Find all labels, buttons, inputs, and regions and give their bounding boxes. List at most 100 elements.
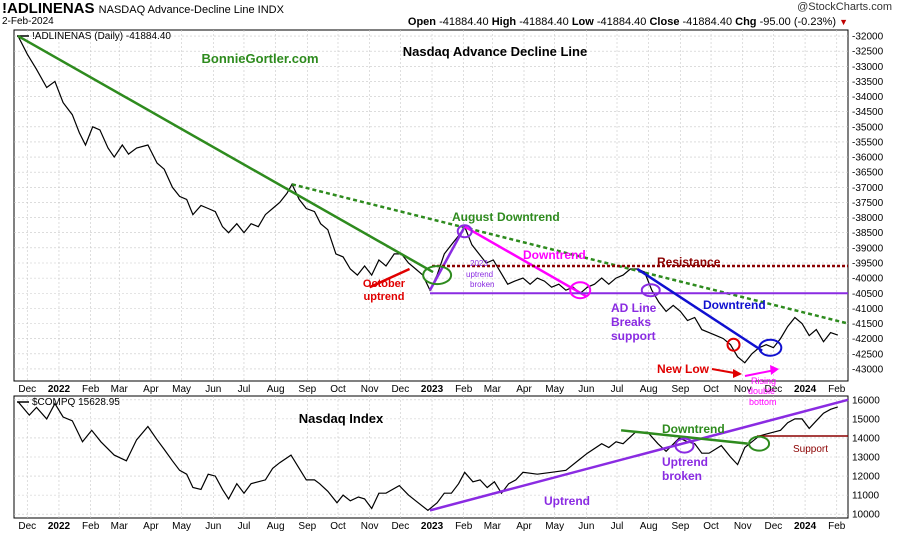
y-tick-label: -36000 bbox=[852, 153, 884, 164]
x-tick-label: Jul bbox=[238, 521, 251, 532]
y-tick-label: 15000 bbox=[852, 414, 880, 425]
circle-red bbox=[726, 337, 741, 352]
x-tick-label: May bbox=[545, 384, 564, 395]
close-label: Close bbox=[649, 16, 680, 28]
x-tick-label: May bbox=[545, 521, 564, 532]
x-tick-label: Oct bbox=[330, 384, 346, 395]
x-tick-label: Sep bbox=[671, 384, 689, 395]
x-tick-label: Jul bbox=[611, 521, 624, 532]
y-tick-label: 12000 bbox=[852, 472, 880, 483]
annotation-label: New Low bbox=[657, 362, 710, 376]
arrow-magenta bbox=[744, 369, 776, 377]
y-tick-label: -32500 bbox=[852, 47, 884, 58]
annotation-label: Resistance bbox=[657, 255, 721, 269]
y-tick-label: -36500 bbox=[852, 168, 884, 179]
y-tick-label: 13000 bbox=[852, 453, 880, 464]
x-tick-label: Apr bbox=[516, 384, 532, 395]
x-tick-label: Sep bbox=[671, 521, 689, 532]
annotation-label: August bbox=[452, 210, 493, 224]
series-legend: !ADLINENAS (Daily) -41884.40 bbox=[32, 31, 171, 42]
high-value: -41884.40 bbox=[519, 16, 569, 28]
x-tick-label: Aug bbox=[267, 384, 285, 395]
x-tick-label: Nov bbox=[734, 521, 752, 532]
y-tick-label: -43000 bbox=[852, 364, 884, 375]
annotation-label: Rising bbox=[751, 376, 776, 386]
circle-purple bbox=[674, 437, 695, 454]
x-tick-label: Apr bbox=[143, 521, 159, 532]
y-tick-label: -33000 bbox=[852, 62, 884, 73]
y-tick-label: 11000 bbox=[852, 491, 880, 502]
x-tick-label: 2022 bbox=[48, 521, 71, 532]
x-tick-label: 2023 bbox=[421, 521, 444, 532]
trendline-green bbox=[620, 429, 748, 445]
annotation-label: 2023 bbox=[470, 259, 488, 268]
x-tick-label: Sep bbox=[298, 384, 316, 395]
annotation-label: Support bbox=[793, 444, 828, 455]
x-tick-label: Jun bbox=[578, 521, 594, 532]
y-tick-label: 14000 bbox=[852, 433, 880, 444]
trendline-blue bbox=[636, 267, 763, 352]
annotation-label: uptrend bbox=[466, 270, 493, 279]
y-tick-label: -41000 bbox=[852, 304, 884, 315]
y-tick-label: -42500 bbox=[852, 349, 884, 360]
y-tick-label: -33500 bbox=[852, 77, 884, 88]
y-tick-label: -35000 bbox=[852, 122, 884, 133]
chg-value: -95.00 (-0.23%) bbox=[759, 16, 837, 28]
x-tick-label: Apr bbox=[516, 521, 532, 532]
trendline-purple bbox=[428, 226, 466, 291]
annotation-label: Downtrend bbox=[523, 248, 586, 262]
low-value: -41884.40 bbox=[596, 16, 647, 28]
x-tick-label: Dec bbox=[18, 384, 36, 395]
x-tick-label: Aug bbox=[640, 521, 658, 532]
y-tick-label: -35500 bbox=[852, 137, 884, 148]
annotation-label: October bbox=[363, 278, 406, 290]
x-tick-label: Oct bbox=[703, 384, 719, 395]
x-tick-label: Feb bbox=[455, 384, 473, 395]
trendline-green-dotted bbox=[291, 183, 849, 325]
y-tick-label: -34000 bbox=[852, 92, 884, 103]
x-tick-label: Aug bbox=[640, 384, 658, 395]
annotation-label: broken bbox=[662, 469, 702, 483]
y-tick-label: 10000 bbox=[852, 510, 880, 521]
trendline-purple bbox=[429, 398, 849, 512]
annotation-label: broken bbox=[470, 280, 494, 289]
x-tick-label: Nov bbox=[361, 384, 379, 395]
arrowhead-red bbox=[733, 369, 742, 378]
x-tick-label: Jul bbox=[611, 384, 624, 395]
annotation-label: Downtrend bbox=[662, 422, 725, 436]
y-tick-label: -42000 bbox=[852, 334, 884, 345]
y-tick-label: -40500 bbox=[852, 289, 884, 300]
open-label: Open bbox=[407, 16, 437, 28]
y-tick-label: -38000 bbox=[852, 213, 884, 224]
x-tick-label: Mar bbox=[484, 384, 502, 395]
y-tick-label: -32000 bbox=[852, 32, 884, 43]
x-tick-label: Nov bbox=[734, 384, 752, 395]
x-tick-label: Mar bbox=[484, 521, 502, 532]
x-tick-label: Mar bbox=[111, 521, 129, 532]
chart-date: 2-Feb-2024 bbox=[2, 16, 54, 27]
annotation-label: Downtrend bbox=[703, 298, 766, 312]
circle-magenta bbox=[569, 281, 592, 300]
x-tick-label: Dec bbox=[764, 384, 782, 395]
series-line bbox=[17, 401, 838, 512]
x-tick-label: Jun bbox=[578, 384, 594, 395]
circle-green bbox=[422, 265, 453, 286]
x-tick-label: Feb bbox=[455, 521, 473, 532]
y-tick-label: -39500 bbox=[852, 258, 884, 269]
x-tick-label: Dec bbox=[391, 384, 409, 395]
y-tick-label: -40000 bbox=[852, 274, 884, 285]
down-arrow-icon: ▼ bbox=[839, 17, 848, 27]
circle-blue bbox=[758, 338, 783, 357]
y-tick-label: 16000 bbox=[852, 395, 880, 406]
y-tick-label: -39000 bbox=[852, 243, 884, 254]
circle-purple bbox=[640, 283, 661, 298]
x-tick-label: Aug bbox=[267, 521, 285, 532]
x-tick-label: Feb bbox=[82, 521, 100, 532]
y-tick-label: -41500 bbox=[852, 319, 884, 330]
x-tick-label: 2024 bbox=[794, 384, 817, 395]
arrowhead-magenta bbox=[770, 365, 779, 375]
x-tick-label: Apr bbox=[143, 384, 159, 395]
x-tick-label: 2024 bbox=[794, 521, 817, 532]
chg-label: Chg bbox=[735, 16, 757, 28]
